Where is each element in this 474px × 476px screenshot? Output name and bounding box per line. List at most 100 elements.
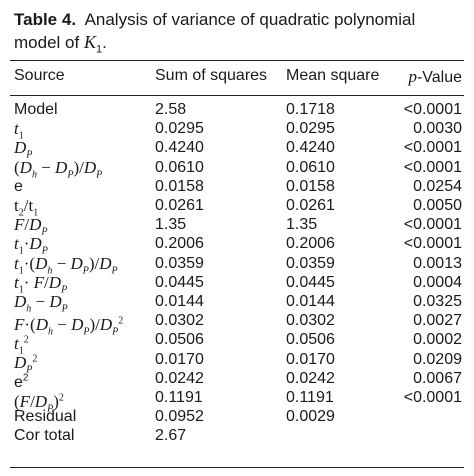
sum-of-squares-cell: 0.0610 xyxy=(155,158,204,176)
mean-square-cell: 0.4240 xyxy=(286,139,335,157)
source-cell: t1 xyxy=(14,119,24,142)
top-rule xyxy=(10,60,464,61)
sum-of-squares-cell: 0.0359 xyxy=(155,254,204,272)
source-cell: DP2 xyxy=(14,353,38,376)
p-value-cell: 0.0325 xyxy=(413,293,462,310)
p-value-cell: 0.0013 xyxy=(413,254,462,272)
sum-of-squares-cell: 2.67 xyxy=(155,427,187,445)
p-value-cell: 0.0004 xyxy=(413,273,462,291)
table-row: Dh − DP 0.0144 0.0144 0.0325 xyxy=(0,292,474,314)
mean-square-cell: 0.0242 xyxy=(286,369,335,387)
p-value-cell: <0.0001 xyxy=(403,216,462,234)
table-row: t1 0.0295 0.0295 0.0030 xyxy=(0,119,474,141)
table-row: (Dh − DP)/DP 0.0610 0.0610 <0.0001 xyxy=(0,158,474,180)
header-sum-of-squares: Sum of squares xyxy=(155,67,268,84)
source-cell: Dh − DP xyxy=(14,292,68,315)
sum-of-squares-cell: 0.0506 xyxy=(155,331,204,349)
table-row: F·(Dh − DP)/DP2 0.0302 0.0302 0.0027 xyxy=(0,311,474,337)
p-value-cell: 0.0209 xyxy=(413,350,462,368)
sum-of-squares-cell: 0.0242 xyxy=(155,369,204,387)
source-cell: (Dh − DP)/DP xyxy=(14,157,103,180)
source-cell: F/DP xyxy=(14,215,48,238)
sum-of-squares-cell: 0.0261 xyxy=(155,197,204,214)
table-row: F/DP 1.35 1.35 <0.0001 xyxy=(0,215,474,237)
sum-of-squares-cell: 0.0158 xyxy=(155,177,204,195)
table-row: t12 0.0506 0.0506 0.0002 xyxy=(0,330,474,356)
header-mean-square: Mean square xyxy=(286,67,380,84)
mean-square-cell: 0.0029 xyxy=(286,408,335,426)
bottom-rule xyxy=(10,467,464,468)
sum-of-squares-cell: 0.4240 xyxy=(155,139,204,157)
table-row: Model 2.58 0.1718 <0.0001 xyxy=(0,100,474,119)
p-value-cell: <0.0001 xyxy=(403,158,462,176)
source-cell: (F/DP)2 xyxy=(14,391,64,415)
source-cell: e xyxy=(14,177,23,195)
sum-of-squares-cell: 0.0302 xyxy=(155,312,204,330)
table-row: (F/DP)2 0.1191 0.1191 <0.0001 xyxy=(0,388,474,414)
source-cell: F·(Dh − DP)/DP2 xyxy=(14,314,124,338)
sum-of-squares-cell: 1.35 xyxy=(155,216,187,234)
p-value-cell: 0.0067 xyxy=(413,369,462,387)
source-cell: e2 xyxy=(14,372,29,392)
table-row: Cor total 2.67 xyxy=(0,426,474,445)
p-value-cell: <0.0001 xyxy=(403,389,462,406)
p-value-cell: <0.0001 xyxy=(403,101,462,118)
mean-square-cell: 0.1191 xyxy=(286,389,334,406)
source-cell: DP xyxy=(14,138,33,161)
mean-square-cell: 0.0506 xyxy=(286,331,335,349)
mean-square-cell: 0.0295 xyxy=(286,120,335,138)
table-row: e 0.0158 0.0158 0.0254 xyxy=(0,177,474,196)
header-source: Source xyxy=(14,67,65,84)
mean-square-cell: 0.0144 xyxy=(286,293,335,310)
mean-square-cell: 1.35 xyxy=(286,216,318,234)
table-row: t1· F/DP 0.0445 0.0445 0.0004 xyxy=(0,273,474,295)
header-p-value: p-Value xyxy=(408,67,462,86)
p-value-cell: <0.0001 xyxy=(403,235,462,253)
p-value-cell: 0.0050 xyxy=(413,197,462,214)
table-row: t1·(Dh − DP)/DP 0.0359 0.0359 0.0013 xyxy=(0,254,474,276)
mean-square-cell: 0.0302 xyxy=(286,312,335,330)
table-caption: Table 4. Analysis of variance of quadrat… xyxy=(14,9,466,60)
table-row: e2 0.0242 0.0242 0.0067 xyxy=(0,369,474,391)
caption-subscript: 1 xyxy=(95,43,103,56)
caption-end: . xyxy=(102,33,107,52)
sum-of-squares-cell: 0.1191 xyxy=(155,389,203,406)
source-cell: Residual xyxy=(14,408,77,426)
source-cell: t2/t1 xyxy=(14,196,39,219)
mean-square-cell: 0.0170 xyxy=(286,350,335,368)
sum-of-squares-cell: 0.0170 xyxy=(155,350,204,368)
table-row: DP2 0.0170 0.0170 0.0209 xyxy=(0,350,474,376)
p-value-cell: 0.0027 xyxy=(413,312,462,330)
p-value-cell: 0.0030 xyxy=(413,120,462,138)
mean-square-cell: 0.0359 xyxy=(286,254,335,272)
table-row: t2/t1 0.0261 0.0261 0.0050 xyxy=(0,196,474,218)
sum-of-squares-cell: 0.2006 xyxy=(155,235,204,253)
p-value-cell: 0.0254 xyxy=(413,177,462,195)
source-cell: t1·DP xyxy=(14,234,48,257)
mean-square-cell: 0.0158 xyxy=(286,177,335,195)
source-cell: t1· F/DP xyxy=(14,272,68,296)
mean-square-cell: 0.0610 xyxy=(286,158,335,176)
sum-of-squares-cell: 0.0445 xyxy=(155,273,204,291)
caption-text: Analysis of variance of quadratic polyno… xyxy=(14,10,416,52)
p-value-cell: 0.0002 xyxy=(413,331,462,349)
source-cell: Cor total xyxy=(14,427,75,445)
mean-square-cell: 0.0261 xyxy=(286,197,335,214)
table-row: t1·DP 0.2006 0.2006 <0.0001 xyxy=(0,234,474,256)
source-cell: Model xyxy=(14,101,58,118)
sum-of-squares-cell: 0.0295 xyxy=(155,120,204,138)
mean-square-cell: 0.0445 xyxy=(286,273,335,291)
table-label: Table 4. xyxy=(14,10,77,29)
source-cell: t1·(Dh − DP)/DP xyxy=(14,253,118,276)
p-value-cell: <0.0001 xyxy=(403,139,462,157)
sum-of-squares-cell: 0.0952 xyxy=(155,408,204,426)
table-row: DP 0.4240 0.4240 <0.0001 xyxy=(0,138,474,160)
mean-square-cell: 0.1718 xyxy=(286,101,335,118)
table-row: Residual 0.0952 0.0029 xyxy=(0,407,474,426)
mean-square-cell: 0.2006 xyxy=(286,235,335,253)
sum-of-squares-cell: 2.58 xyxy=(155,101,187,118)
source-cell: t12 xyxy=(14,334,29,357)
sum-of-squares-cell: 0.0144 xyxy=(155,293,204,310)
header-rule xyxy=(10,95,464,96)
